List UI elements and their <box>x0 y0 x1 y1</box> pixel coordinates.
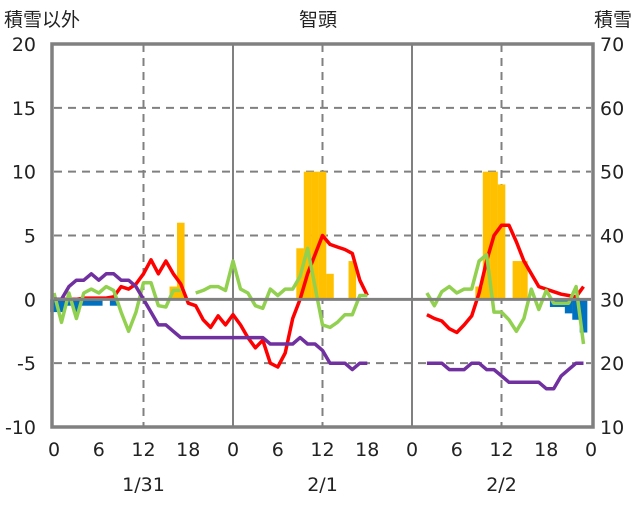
yellow-bar <box>497 184 506 300</box>
blue-bar <box>87 299 96 306</box>
y-tick-left: -10 <box>5 417 36 439</box>
x-tick: 0 <box>227 439 239 461</box>
yellow-bar <box>326 273 334 300</box>
blue-bar <box>57 299 66 313</box>
y-tick-left: 10 <box>12 162 36 184</box>
y-tick-right: 10 <box>600 417 624 439</box>
x-tick: 0 <box>585 439 597 461</box>
x-tick: 18 <box>534 439 558 461</box>
red-series-line <box>426 223 585 335</box>
y-tick-right: 30 <box>600 289 624 311</box>
x-tick: 6 <box>272 439 284 461</box>
yellow-bar <box>311 171 319 300</box>
y-tick-left: 20 <box>12 34 36 56</box>
blue-bar <box>94 299 103 306</box>
purple-series-line <box>426 361 584 391</box>
yellow-bar <box>303 171 312 300</box>
yellow-bar <box>520 261 528 300</box>
green-series-line <box>425 252 586 345</box>
y-tick-right: 50 <box>600 162 624 184</box>
green-series-line <box>195 246 368 330</box>
x-tick: 18 <box>176 439 200 461</box>
x-tick: 12 <box>310 439 334 461</box>
x-tick: 18 <box>355 439 379 461</box>
y-tick-left: 15 <box>12 98 36 120</box>
y-axis-right-label: 積雪 <box>594 9 632 31</box>
blue-bar <box>572 299 580 320</box>
x-tick: 6 <box>451 439 463 461</box>
yellow-bar <box>348 261 357 300</box>
blue-bar <box>579 299 588 333</box>
y-axis-left-label: 積雪以外 <box>4 9 80 31</box>
y-tick-right: 60 <box>600 98 624 120</box>
green-series-line <box>52 280 181 334</box>
blue-bar <box>50 299 58 313</box>
y-tick-left: 5 <box>24 226 36 248</box>
date-label: 2/2 <box>486 474 517 496</box>
purple-series-line <box>54 272 368 372</box>
date-label: 1/31 <box>122 474 165 496</box>
y-tick-right: 20 <box>600 353 624 375</box>
x-tick: 0 <box>48 439 60 461</box>
blue-bar <box>564 299 573 314</box>
y-tick-right: 40 <box>600 226 624 248</box>
yellow-bar <box>176 222 185 300</box>
x-tick: 12 <box>489 439 513 461</box>
yellow-bar <box>512 261 521 300</box>
blue-bar <box>72 299 81 313</box>
y-tick-right: 70 <box>600 34 624 56</box>
blue-bar <box>65 299 73 306</box>
x-tick: 6 <box>93 439 105 461</box>
date-label: 2/1 <box>307 474 338 496</box>
plot-border <box>50 42 595 429</box>
x-tick: 12 <box>131 439 155 461</box>
plot-frame <box>50 42 595 429</box>
yellow-bar <box>482 171 491 300</box>
y-tick-left: -5 <box>17 353 36 375</box>
x-tick: 0 <box>406 439 418 461</box>
blue-bar <box>109 299 118 306</box>
blue-bar <box>80 299 88 306</box>
y-tick-left: 0 <box>24 289 36 311</box>
chart-title: 智頭 <box>299 9 337 31</box>
